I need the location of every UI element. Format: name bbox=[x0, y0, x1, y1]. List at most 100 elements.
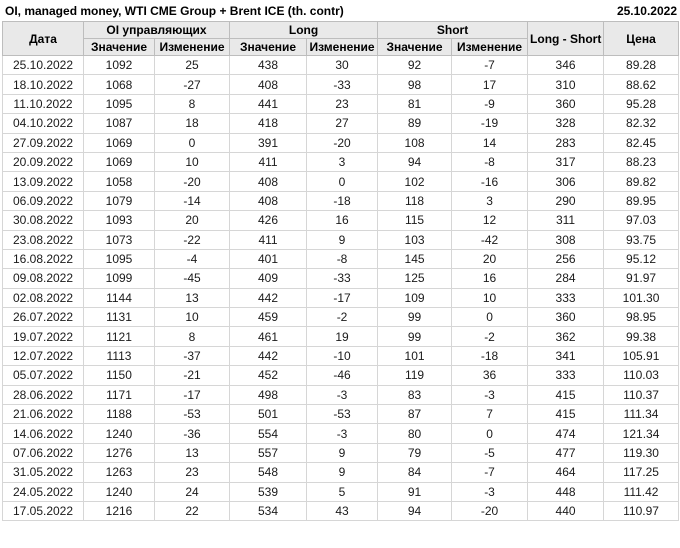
cell-short-change: 20 bbox=[451, 248, 529, 270]
cell-long-change: -33 bbox=[306, 268, 379, 289]
cell-oi-change: -22 bbox=[153, 229, 231, 250]
table-row: 20.09.2022 1069 10 411 3 94 -8 317 88.23 bbox=[2, 151, 680, 173]
table-row: 31.05.2022 1263 23 548 9 84 -7 464 117.25 bbox=[2, 462, 680, 483]
col-header-price: Цена bbox=[603, 21, 680, 56]
title-bar: OI, managed money, WTI CME Group + Brent… bbox=[0, 0, 680, 21]
cell-oi-value: 1240 bbox=[83, 481, 155, 502]
cell-long-change: 0 bbox=[306, 171, 379, 192]
table-row: 02.08.2022 1144 13 442 -17 109 10 333 101.30 bbox=[2, 287, 680, 309]
cell-short-value: 125 bbox=[377, 268, 453, 289]
table-row: 11.10.2022 1095 8 441 23 81 -9 360 95.28 bbox=[2, 93, 680, 115]
cell-short-change: -7 bbox=[451, 462, 529, 483]
cell-long-change: -17 bbox=[306, 287, 379, 309]
cell-short-change: -7 bbox=[451, 54, 529, 76]
cell-date: 28.06.2022 bbox=[2, 384, 84, 406]
cell-date: 02.08.2022 bbox=[2, 287, 84, 309]
table-row: 07.06.2022 1276 13 557 9 79 -5 477 119.30 bbox=[2, 442, 680, 464]
oi-data-table: Дата OI управляющих Long Short Long - Sh… bbox=[2, 21, 680, 522]
cell-oi-change: -36 bbox=[153, 423, 231, 444]
cell-oi-change: 13 bbox=[153, 442, 231, 464]
cell-long-change: -8 bbox=[306, 248, 379, 270]
cell-short-value: 103 bbox=[377, 229, 453, 250]
cell-price: 89.82 bbox=[603, 171, 680, 192]
cell-long-change: -2 bbox=[306, 307, 379, 328]
cell-long-change: 9 bbox=[306, 462, 379, 483]
table-body: 25.10.2022 1092 25 438 30 92 -7 346 89.28 18.10.2… bbox=[2, 54, 680, 522]
cell-short-value: 83 bbox=[377, 384, 453, 406]
cell-price: 88.23 bbox=[603, 151, 680, 173]
cell-short-value: 99 bbox=[377, 326, 453, 347]
cell-oi-change: -4 bbox=[153, 248, 231, 270]
cell-long-short: 346 bbox=[527, 54, 605, 76]
cell-date: 27.09.2022 bbox=[2, 132, 84, 153]
cell-price: 93.75 bbox=[603, 229, 680, 250]
cell-short-value: 81 bbox=[377, 93, 453, 115]
cell-long-value: 391 bbox=[229, 132, 308, 153]
cell-short-change: -19 bbox=[451, 113, 529, 134]
cell-oi-value: 1073 bbox=[83, 229, 155, 250]
cell-long-short: 360 bbox=[527, 307, 605, 328]
cell-short-change: -16 bbox=[451, 171, 529, 192]
cell-long-change: -20 bbox=[306, 132, 379, 153]
cell-oi-value: 1276 bbox=[83, 442, 155, 464]
table-row: 09.08.2022 1099 -45 409 -33 125 16 284 91.97 bbox=[2, 268, 680, 289]
cell-price: 105.91 bbox=[603, 345, 680, 367]
table-row: 25.10.2022 1092 25 438 30 92 -7 346 89.28 bbox=[2, 54, 680, 76]
cell-oi-change: 18 bbox=[153, 113, 231, 134]
cell-short-value: 91 bbox=[377, 481, 453, 502]
cell-oi-change: -45 bbox=[153, 268, 231, 289]
table-row: 26.07.2022 1131 10 459 -2 99 0 360 98.95 bbox=[2, 307, 680, 328]
cell-oi-value: 1095 bbox=[83, 93, 155, 115]
cell-long-change: 27 bbox=[306, 113, 379, 134]
col-header-oi: OI управляющих bbox=[82, 21, 231, 39]
cell-date: 19.07.2022 bbox=[2, 326, 84, 347]
cell-long-change: 23 bbox=[306, 93, 379, 115]
cell-date: 20.09.2022 bbox=[2, 151, 84, 173]
cell-short-value: 94 bbox=[377, 500, 453, 522]
cell-short-value: 115 bbox=[377, 210, 453, 231]
cell-oi-value: 1087 bbox=[83, 113, 155, 134]
cell-long-change: -53 bbox=[306, 404, 379, 425]
table-row: 24.05.2022 1240 24 539 5 91 -3 448 111.42 bbox=[2, 481, 680, 502]
cell-long-short: 328 bbox=[527, 113, 605, 134]
cell-long-value: 452 bbox=[229, 365, 308, 386]
cell-short-change: -18 bbox=[451, 345, 529, 367]
cell-long-value: 409 bbox=[229, 268, 308, 289]
table-row: 30.08.2022 1093 20 426 16 115 12 311 97.03 bbox=[2, 210, 680, 231]
cell-long-short: 306 bbox=[527, 171, 605, 192]
cell-long-short: 415 bbox=[527, 384, 605, 406]
cell-long-short: 290 bbox=[527, 190, 605, 212]
cell-date: 14.06.2022 bbox=[2, 423, 84, 444]
cell-oi-change: -17 bbox=[153, 384, 231, 406]
cell-price: 82.45 bbox=[603, 132, 680, 153]
cell-oi-change: -27 bbox=[153, 74, 231, 95]
cell-oi-value: 1121 bbox=[83, 326, 155, 347]
cell-long-short: 464 bbox=[527, 462, 605, 483]
table-row: 05.07.2022 1150 -21 452 -46 119 36 333 110.03 bbox=[2, 365, 680, 386]
cell-long-short: 474 bbox=[527, 423, 605, 444]
cell-price: 95.12 bbox=[603, 248, 680, 270]
cell-oi-value: 1095 bbox=[83, 248, 155, 270]
sub-header-short-value: Значение bbox=[377, 38, 453, 56]
cell-date: 13.09.2022 bbox=[2, 171, 84, 192]
cell-long-value: 411 bbox=[229, 151, 308, 173]
cell-oi-change: -53 bbox=[153, 404, 231, 425]
cell-date: 16.08.2022 bbox=[2, 248, 84, 270]
cell-short-value: 119 bbox=[377, 365, 453, 386]
cell-long-change: -10 bbox=[306, 345, 379, 367]
table-row: 18.10.2022 1068 -27 408 -33 98 17 310 88.62 bbox=[2, 74, 680, 95]
cell-long-short: 284 bbox=[527, 268, 605, 289]
cell-oi-value: 1113 bbox=[83, 345, 155, 367]
cell-short-change: -3 bbox=[451, 384, 529, 406]
cell-date: 30.08.2022 bbox=[2, 210, 84, 231]
table-row: 27.09.2022 1069 0 391 -20 108 14 283 82.45 bbox=[2, 132, 680, 153]
cell-long-short: 308 bbox=[527, 229, 605, 250]
cell-long-change: 9 bbox=[306, 442, 379, 464]
cell-long-value: 459 bbox=[229, 307, 308, 328]
cell-oi-value: 1068 bbox=[83, 74, 155, 95]
cell-price: 89.28 bbox=[603, 54, 680, 76]
cell-short-value: 89 bbox=[377, 113, 453, 134]
cell-oi-value: 1144 bbox=[83, 287, 155, 309]
sub-header-oi-value: Значение bbox=[83, 38, 155, 56]
cell-short-change: 17 bbox=[451, 74, 529, 95]
